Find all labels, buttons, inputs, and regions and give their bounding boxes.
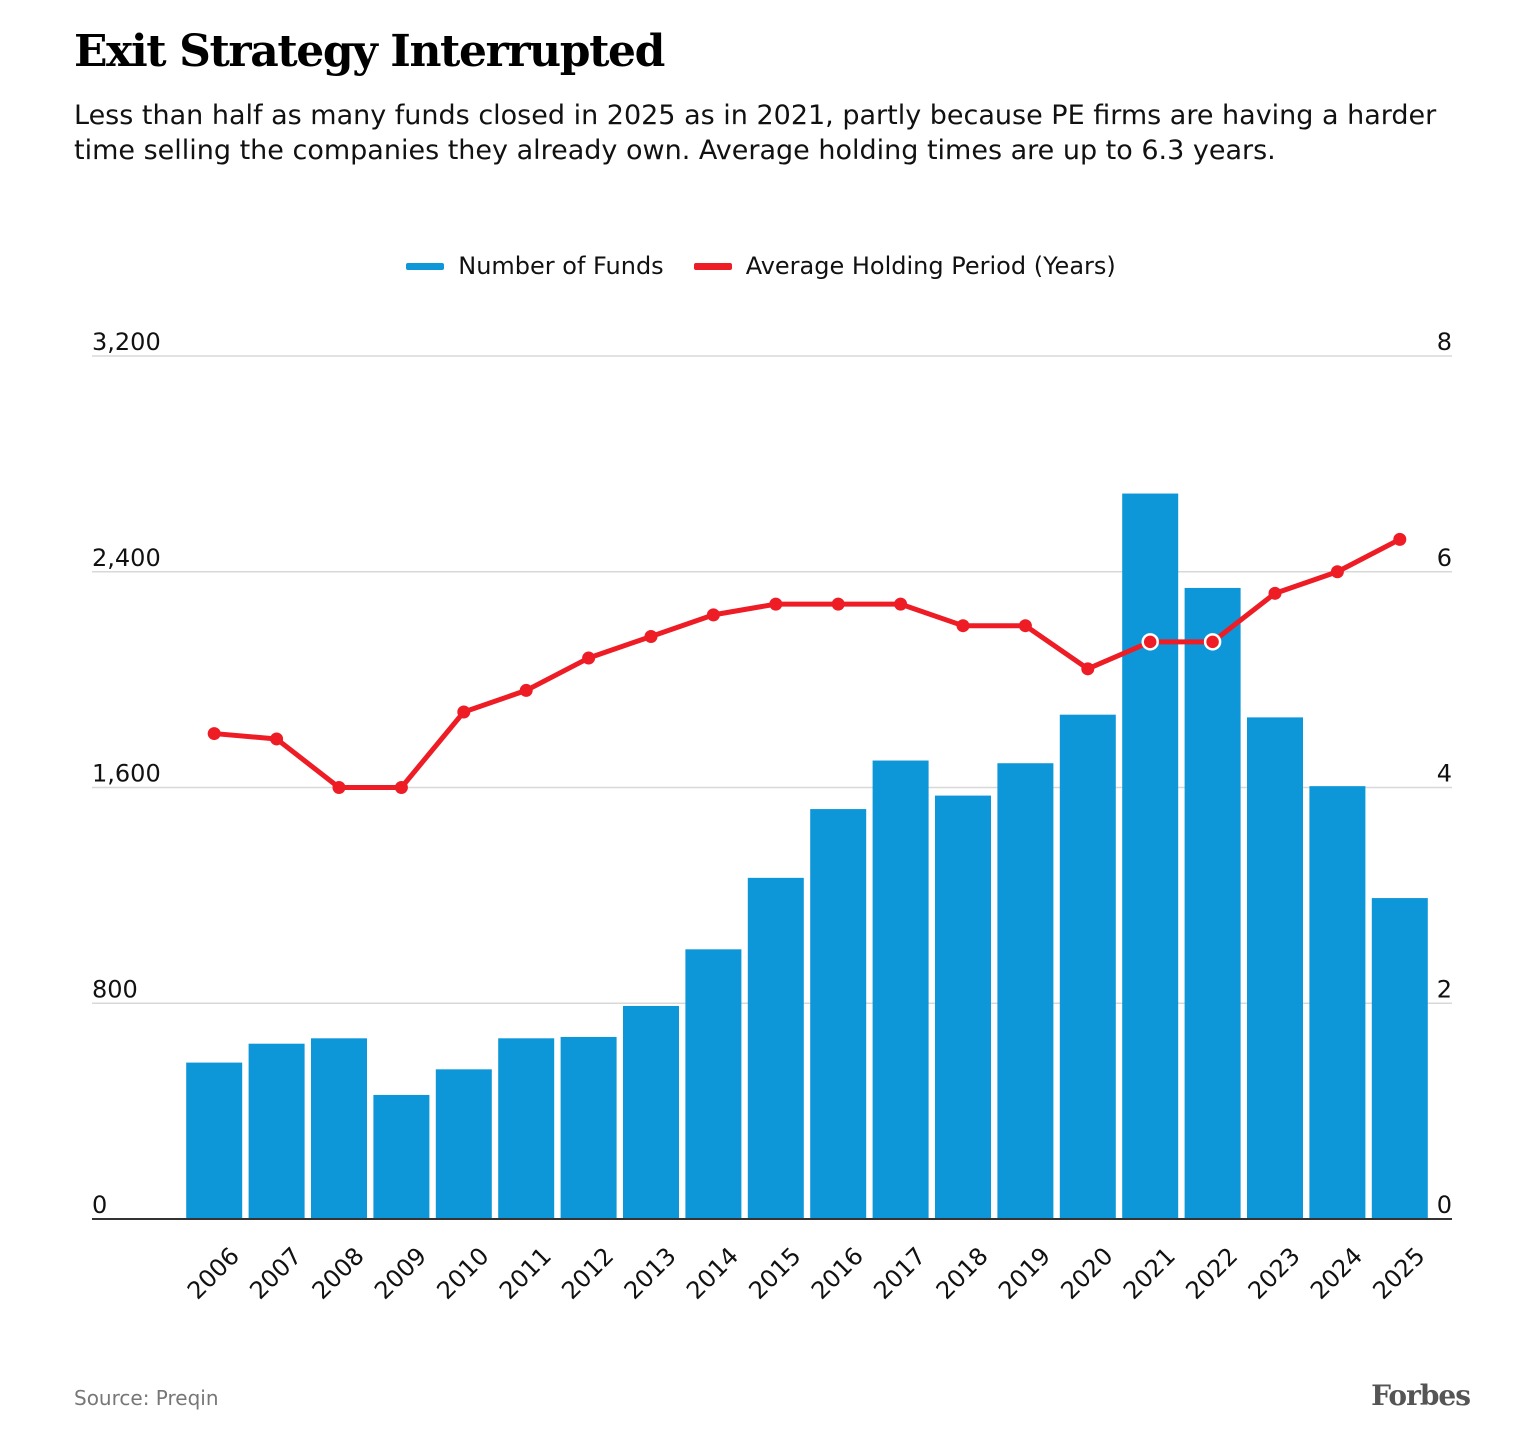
- y-left-tick-label: 1,600: [92, 760, 161, 788]
- holding-period-point: [1141, 633, 1159, 651]
- legend-swatch-funds: [406, 262, 445, 270]
- x-tick-label: 2014: [681, 1242, 744, 1305]
- y-left-tick-label: 3,200: [92, 328, 161, 356]
- bar: [248, 1043, 305, 1219]
- x-tick-label: 2018: [931, 1242, 994, 1305]
- holding-period-point: [394, 781, 408, 794]
- legend-item-funds: Number of Funds: [406, 248, 664, 284]
- bar: [186, 1062, 243, 1219]
- y-right-tick-label: 2: [1437, 975, 1452, 1003]
- bar: [498, 1038, 555, 1219]
- x-tick-label: 2025: [1367, 1242, 1430, 1305]
- holding-period-line: [207, 532, 1407, 794]
- bar: [685, 949, 742, 1219]
- legend-label-holding: Average Holding Period (Years): [745, 252, 1116, 280]
- x-tick-label: 2012: [556, 1242, 619, 1305]
- holding-period-point: [644, 629, 658, 643]
- bar: [560, 1036, 617, 1219]
- x-tick-label: 2022: [1180, 1242, 1243, 1305]
- holding-period-point: [1393, 532, 1407, 546]
- bar: [872, 760, 929, 1219]
- x-tick-label: 2011: [494, 1242, 557, 1305]
- bar: [997, 763, 1054, 1219]
- bar: [311, 1038, 367, 1219]
- y-left-tick-label: 800: [92, 975, 138, 1003]
- y-left-tick-label: 0: [92, 1191, 107, 1219]
- holding-period-point: [1330, 565, 1344, 579]
- y-right-tick-label: 0: [1437, 1191, 1452, 1219]
- legend-label-funds: Number of Funds: [458, 252, 664, 280]
- x-tick-label: 2023: [1243, 1242, 1306, 1305]
- x-tick-label: 2015: [743, 1242, 806, 1305]
- bar: [373, 1094, 430, 1219]
- bar: [810, 809, 867, 1219]
- holding-period-point: [831, 597, 845, 611]
- x-tick-label: 2013: [619, 1242, 682, 1305]
- holding-period-line-path: [211, 536, 1403, 790]
- bar: [1247, 717, 1303, 1219]
- x-tick-label: 2019: [993, 1242, 1056, 1305]
- holding-period-point: [1203, 633, 1222, 651]
- x-tick-label: 2021: [1118, 1242, 1181, 1305]
- bar: [1122, 493, 1179, 1219]
- bar: [435, 1069, 492, 1219]
- bar: [747, 877, 804, 1219]
- bar: [1059, 714, 1116, 1219]
- chart-subtitle: Less than half as many funds closed in 2…: [74, 100, 1437, 166]
- holding-period-point: [519, 683, 533, 697]
- holding-period-point: [706, 608, 720, 622]
- holding-period-point: [1018, 619, 1032, 633]
- source-note: Source: Preqin: [74, 1386, 219, 1410]
- x-tick-label: 2008: [307, 1242, 370, 1305]
- legend-item-holding: Average Holding Period (Years): [693, 248, 1116, 284]
- x-tick-label: 2007: [244, 1242, 307, 1305]
- holding-period-point: [1268, 586, 1282, 600]
- holding-period-point: [769, 597, 783, 611]
- x-tick-label: 2009: [369, 1242, 432, 1305]
- holding-period-point: [894, 597, 908, 611]
- x-tick-label: 2020: [1055, 1242, 1118, 1305]
- bar: [935, 795, 991, 1219]
- y-right-tick-label: 8: [1437, 328, 1452, 356]
- holding-period-point: [332, 781, 346, 794]
- legend-swatch-holding: [693, 262, 732, 270]
- holding-period-point: [207, 727, 221, 741]
- y-left-tick-label: 2,400: [92, 544, 161, 572]
- bar: [623, 1005, 679, 1219]
- bar: [1184, 587, 1241, 1219]
- bar: [1309, 786, 1366, 1219]
- holding-period-point: [956, 619, 970, 633]
- bar: [1371, 898, 1428, 1219]
- holding-period-point: [270, 732, 284, 746]
- x-tick-label: 2006: [182, 1242, 245, 1305]
- holding-period-point: [1081, 662, 1095, 676]
- x-tick-label: 2024: [1305, 1242, 1368, 1305]
- x-tick-label: 2017: [868, 1242, 931, 1305]
- chart-title: Exit Strategy Interrupted: [74, 26, 665, 77]
- holding-period-point: [582, 651, 596, 665]
- y-right-tick-label: 4: [1437, 760, 1452, 788]
- x-tick-label: 2016: [806, 1242, 869, 1305]
- holding-period-point: [457, 705, 471, 719]
- bars: [186, 493, 1428, 1219]
- chart-legend: Number of Funds Average Holding Period (…: [0, 248, 1522, 284]
- y-right-tick-label: 6: [1437, 544, 1452, 572]
- x-tick-label: 2010: [431, 1242, 494, 1305]
- forbes-logo: Forbes: [1371, 1379, 1471, 1412]
